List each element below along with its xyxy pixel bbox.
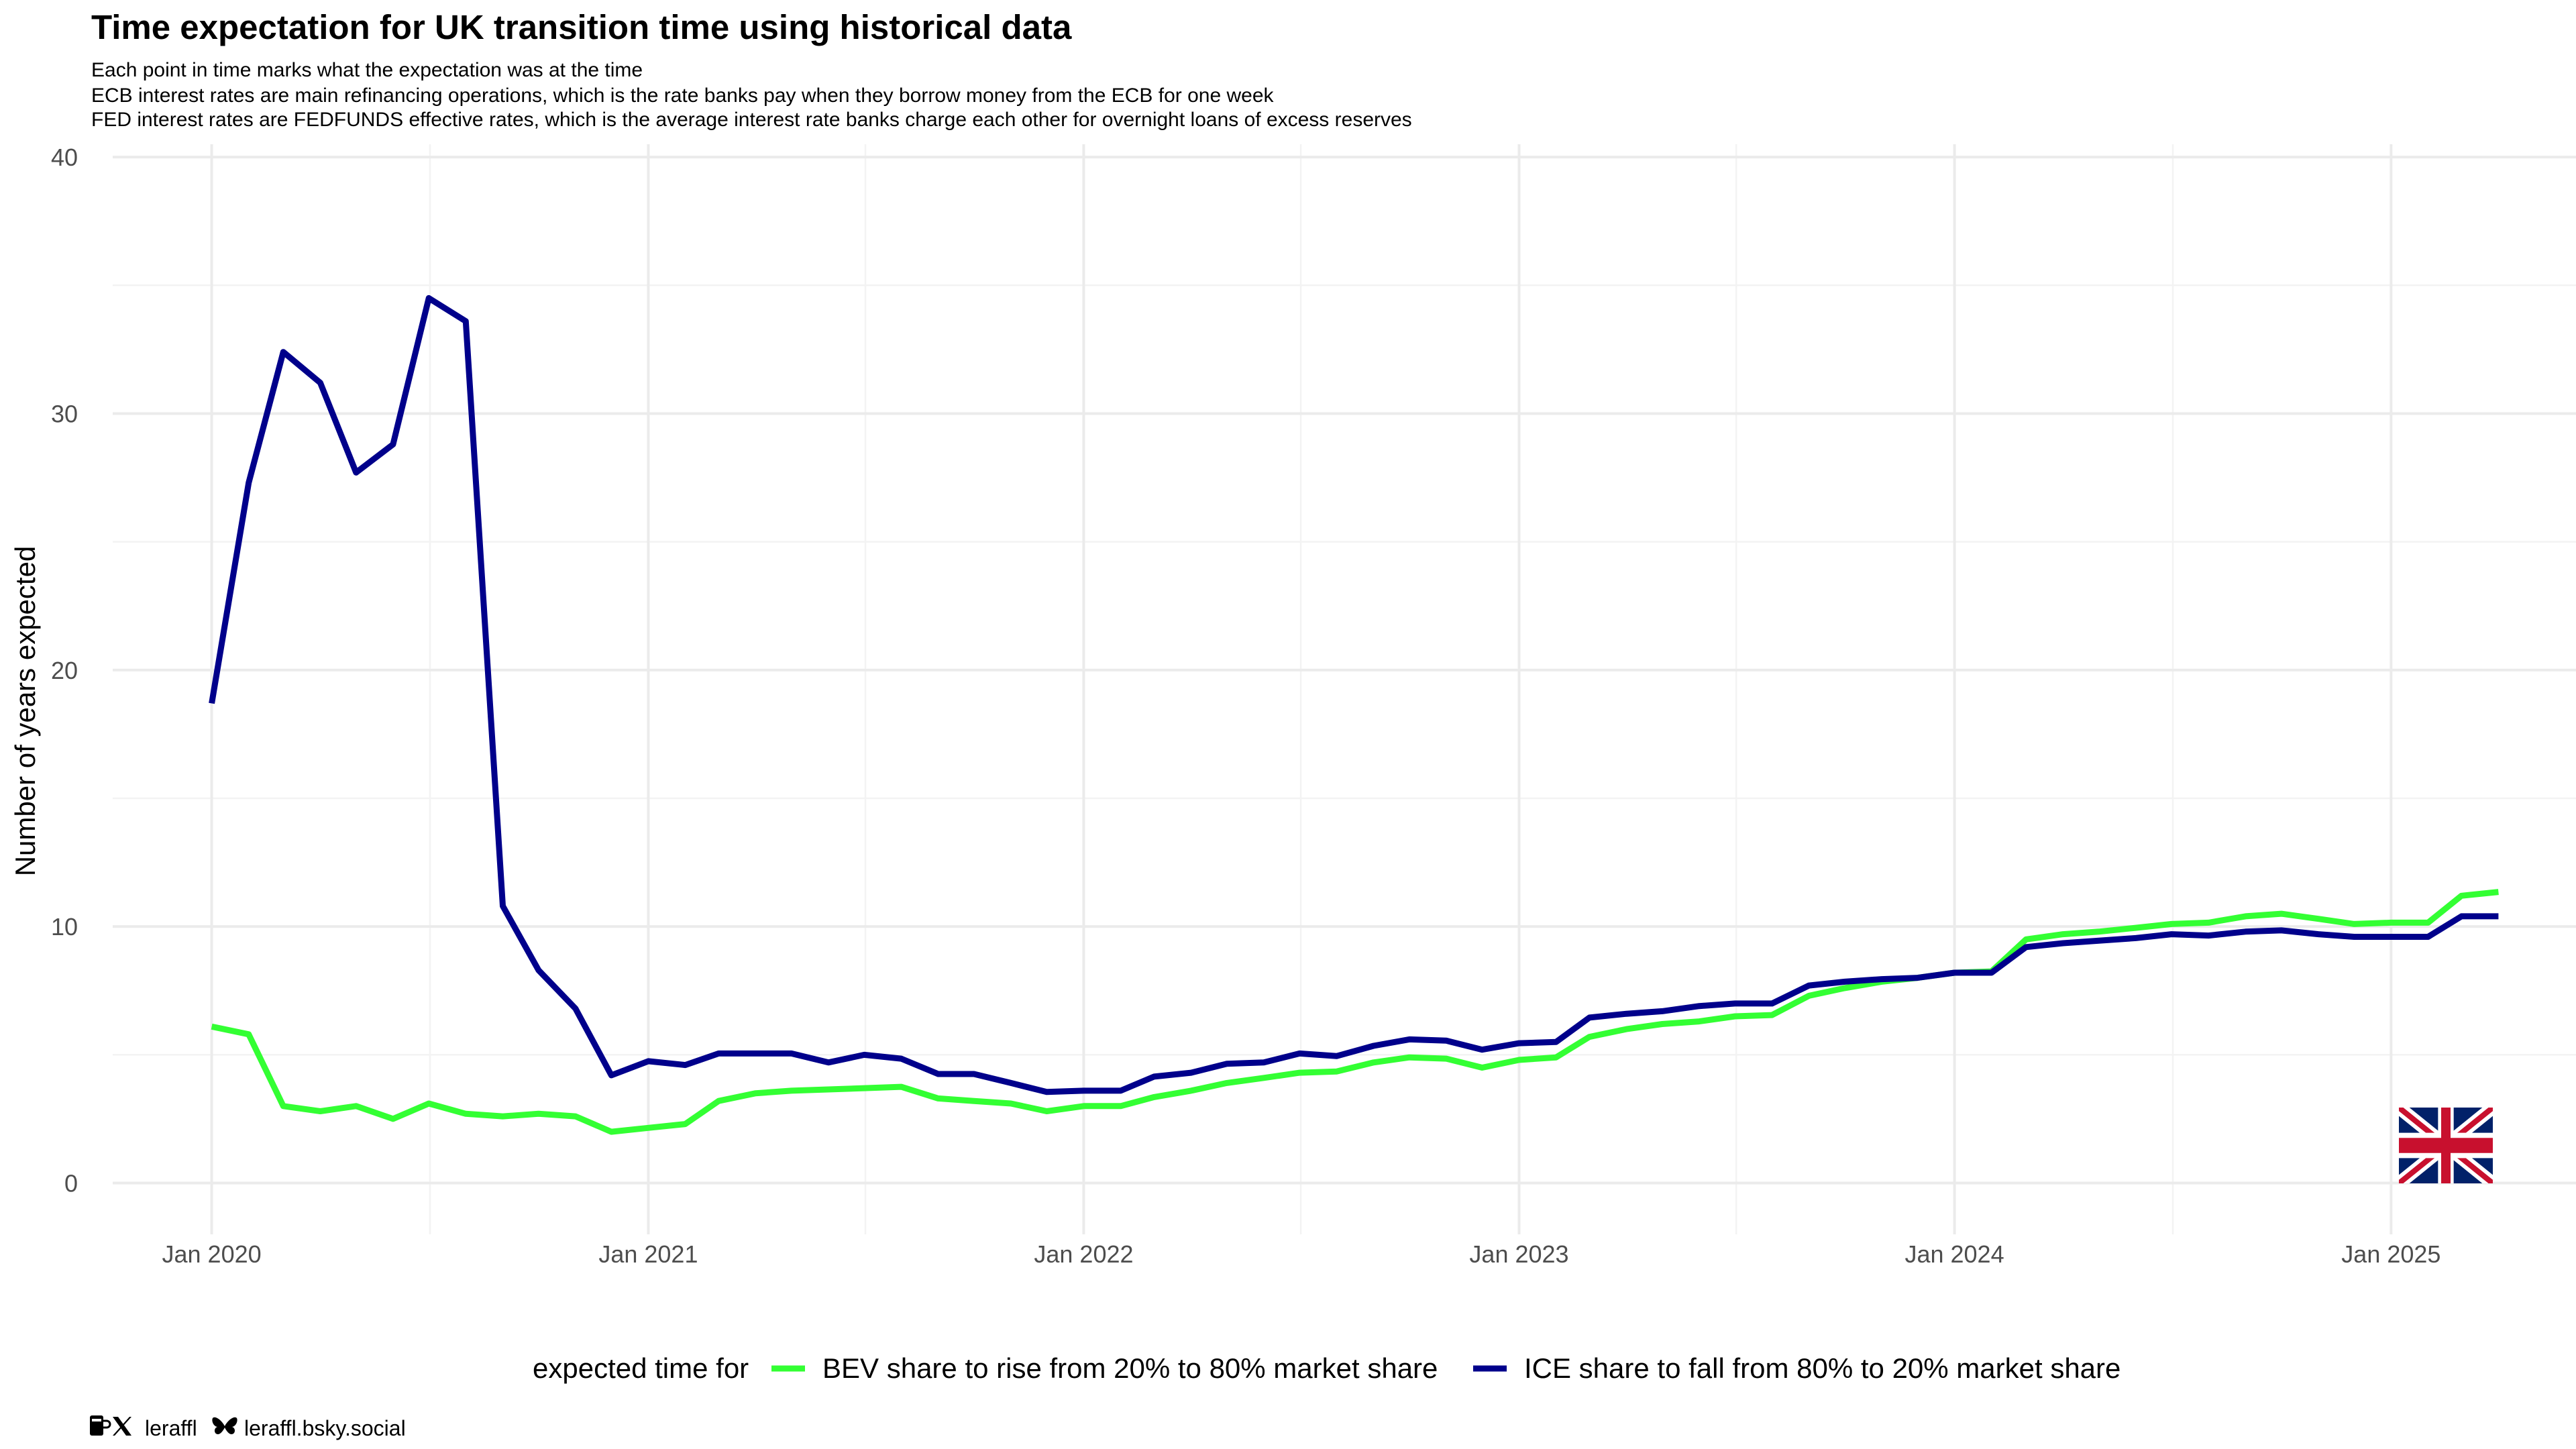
x-tick-label: Jan 2025 [2341, 1240, 2440, 1268]
chart-title: Time expectation for UK transition time … [91, 8, 1072, 46]
legend-label-ice: ICE share to fall from 80% to 20% market… [1524, 1352, 2121, 1384]
y-tick-label: 40 [51, 144, 78, 171]
chart-subtitle-line-3: FED interest rates are FEDFUNDS effectiv… [91, 109, 1412, 131]
y-tick-label: 10 [51, 913, 78, 941]
legend-label-bev: BEV share to rise from 20% to 80% market… [822, 1352, 1438, 1384]
x-logo-icon [113, 1417, 131, 1436]
caption-bluesky: leraffl.bsky.social [244, 1416, 406, 1440]
minor-gridlines [113, 144, 2576, 1234]
kofi-cup-icon [90, 1415, 111, 1436]
legend-title: expected time for [533, 1352, 749, 1384]
x-tick-label: Jan 2022 [1034, 1240, 1133, 1268]
caption: leraffl leraffl.bsky.social [90, 1415, 406, 1440]
y-axis-title: Number of years expected [9, 546, 41, 877]
series-line-bev [211, 889, 2499, 1135]
chart-subtitle-line-1: Each point in time marks what the expect… [91, 59, 643, 81]
legend: expected time for BEV share to rise from… [533, 1352, 2121, 1384]
x-tick-label: Jan 2020 [162, 1240, 262, 1268]
x-axis-ticks: Jan 2020 Jan 2021 Jan 2022 Jan 2023 Jan 2024… [162, 1240, 2441, 1268]
series-lines [209, 294, 2499, 1135]
uk-flag-icon [2399, 1108, 2493, 1183]
x-tick-label: Jan 2023 [1469, 1240, 1568, 1268]
y-axis-ticks: 0 10 20 30 40 [51, 144, 78, 1197]
caption-handle: leraffl [145, 1416, 197, 1440]
series-line-ice [209, 294, 2499, 1095]
butterfly-icon [212, 1417, 237, 1434]
major-gridlines [113, 144, 2576, 1234]
x-tick-label: Jan 2024 [1904, 1240, 2004, 1268]
chart-subtitle-line-2: ECB interest rates are main refinancing … [91, 85, 1275, 107]
y-tick-label: 30 [51, 400, 78, 427]
y-tick-label: 0 [64, 1170, 78, 1197]
x-tick-label: Jan 2021 [598, 1240, 698, 1268]
y-tick-label: 20 [51, 657, 78, 684]
